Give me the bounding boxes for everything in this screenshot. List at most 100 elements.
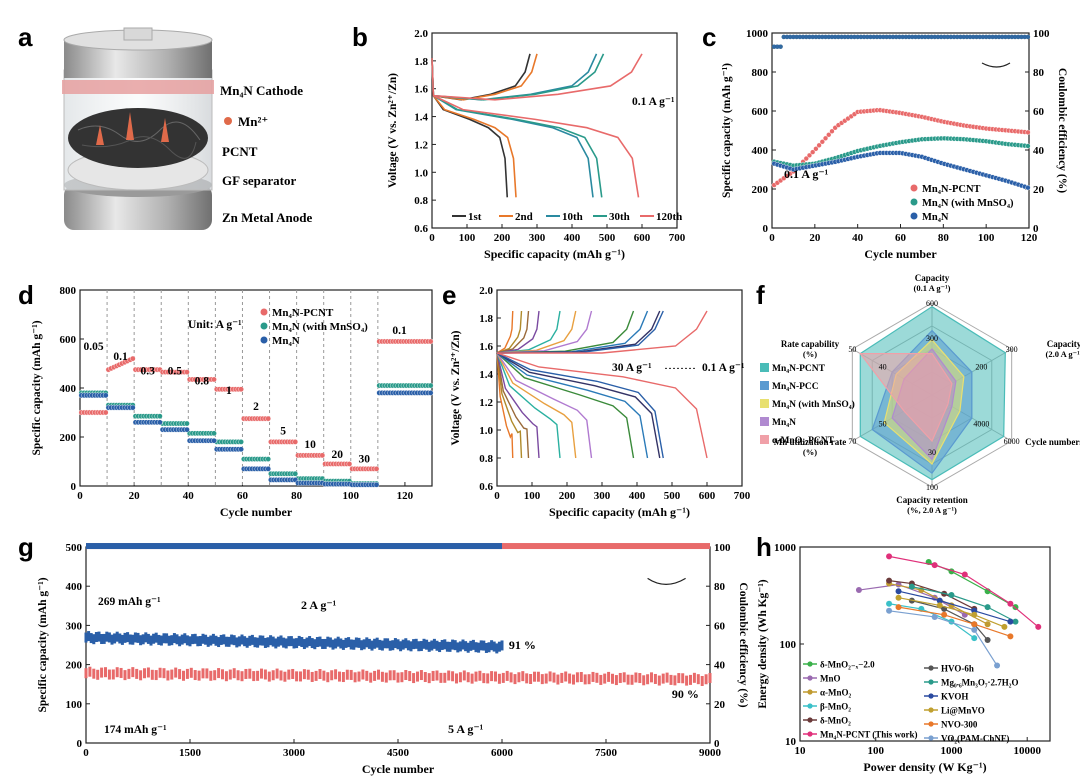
capacity-point	[178, 636, 182, 647]
discharge-curve	[496, 352, 577, 459]
capacity-point	[129, 404, 136, 411]
x-tick-label: 9000	[699, 747, 722, 759]
legend-label: HVO-6h	[941, 664, 974, 674]
radar-axis-label: Capacity	[1047, 339, 1080, 349]
legend-swatch	[910, 198, 918, 206]
ce-point	[881, 34, 886, 40]
capacity-point	[131, 667, 135, 678]
y-right-tick-label: 20	[1033, 184, 1045, 196]
ce-point	[980, 34, 986, 40]
capacity-point	[447, 670, 451, 681]
capacity-point	[146, 633, 150, 644]
capacity-point	[412, 673, 416, 684]
x-axis-label: Specific capacity (mAh g⁻¹)	[484, 247, 625, 261]
capacity-point	[622, 672, 626, 683]
y-tick-label: 400	[752, 145, 769, 157]
capacity-point	[100, 667, 104, 678]
radar-max-label: 100	[926, 483, 938, 492]
legend-swatch	[910, 212, 918, 220]
capacity-point	[552, 672, 556, 683]
capacity-point	[222, 634, 226, 645]
capacity-point	[572, 674, 575, 685]
ce-point	[861, 34, 867, 40]
capacity-point	[224, 671, 228, 682]
capacity-point	[370, 640, 374, 651]
x-tick-label: 10	[795, 745, 807, 757]
capacity-point	[126, 632, 130, 643]
capacity-point	[681, 673, 685, 684]
capacity-point	[579, 672, 583, 683]
radar-axis-sublabel: (%)	[803, 349, 817, 359]
capacity-point	[497, 641, 501, 652]
capacity-point	[313, 639, 317, 650]
radar-series	[859, 353, 953, 443]
x-tick-label: 500	[664, 490, 681, 502]
x-tick-label: 40	[852, 232, 864, 244]
annotation-rate: 0.1 A g⁻¹	[632, 96, 674, 108]
x-tick-label: 120	[1021, 232, 1038, 244]
capacity-point	[614, 675, 618, 686]
capacity-point	[661, 673, 665, 684]
capacity-point	[184, 426, 190, 433]
capacity-point	[419, 641, 423, 652]
capacity-point	[102, 409, 109, 416]
capacity-point	[509, 672, 513, 683]
capacity-point	[213, 670, 217, 681]
ce-point	[1006, 34, 1011, 40]
ce-point	[903, 34, 909, 40]
capacity-point	[704, 674, 708, 685]
ce-point	[775, 44, 780, 49]
x-axis-label: Cycle number	[362, 762, 435, 776]
ce-point	[791, 34, 796, 40]
capacity-point	[315, 637, 319, 648]
capacity-point	[238, 439, 244, 445]
capacity-point	[464, 641, 468, 652]
y-tick-label: 1.6	[479, 341, 493, 353]
annotation-2A: 2 A g⁻¹	[301, 598, 337, 612]
series-point	[936, 602, 943, 609]
legend-marker	[928, 735, 934, 741]
x-tick-label: 0	[429, 232, 435, 244]
capacity-point	[427, 338, 434, 345]
capacity-point	[248, 635, 252, 646]
capacity-point	[513, 674, 517, 685]
rate-label: 2	[253, 401, 259, 413]
ce-point	[955, 34, 960, 40]
capacity-point	[211, 437, 217, 444]
y-tick-label: 0.8	[414, 195, 428, 207]
ce-point	[1025, 34, 1031, 40]
capacity-point	[97, 631, 101, 642]
x-tick-label: 100	[867, 745, 884, 757]
capacity-point	[357, 671, 361, 682]
annotation-174: 174 mAh g⁻¹	[104, 724, 167, 736]
ce-point	[974, 34, 979, 40]
capacity-point	[144, 632, 148, 643]
capacity-point	[133, 632, 137, 643]
y-right-axis-label: Coulombic efficiency (%)	[737, 582, 749, 707]
capacity-point	[414, 638, 418, 649]
capacity-point	[193, 633, 197, 644]
ce-point	[961, 34, 966, 40]
y-tick-label: 100	[780, 639, 797, 651]
ce-point	[829, 34, 835, 40]
x-tick-label: 60	[237, 490, 249, 502]
panel-letter-d: d	[18, 280, 34, 310]
legend-label: 2nd	[515, 211, 533, 223]
capacity-point	[338, 671, 341, 682]
y-tick-label: 1000	[774, 542, 797, 554]
rate-label: 10	[304, 439, 316, 451]
capacity-point	[330, 670, 334, 681]
capacity-point	[256, 637, 260, 648]
annotation-91: 91 %	[509, 638, 536, 652]
capacity-point	[362, 639, 366, 650]
ce-point	[1012, 34, 1018, 40]
x-axis-label: Power density (W Kg⁻¹)	[863, 760, 986, 774]
capacity-point	[373, 670, 377, 681]
capacity-point	[244, 668, 248, 679]
y-axis-label: Specific capacity (mAh g⁻¹)	[721, 63, 733, 198]
legend-label: MnO	[820, 674, 841, 684]
discharge-curve	[496, 352, 593, 459]
capacity-point	[653, 673, 657, 684]
series-point	[984, 636, 991, 643]
